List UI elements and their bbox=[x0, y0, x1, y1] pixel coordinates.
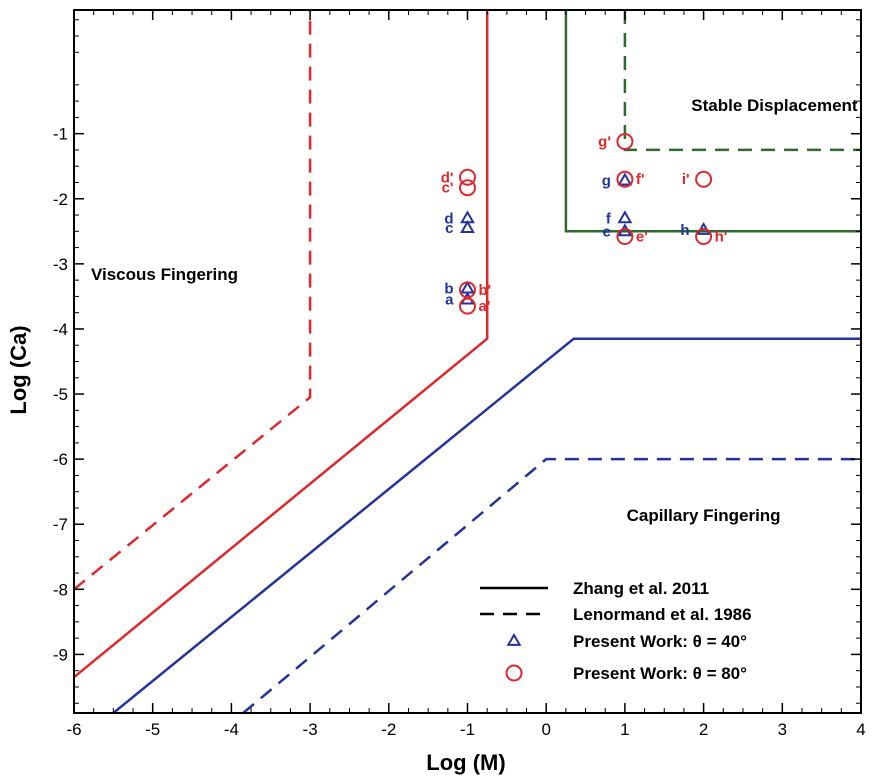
boundary-zhang-viscous bbox=[74, 10, 489, 679]
point-gp bbox=[616, 132, 634, 150]
point-ap bbox=[459, 297, 476, 315]
point-fp bbox=[616, 170, 634, 188]
boundary-lenormand-stable bbox=[623, 10, 861, 152]
x-tick-label: -5 bbox=[145, 720, 160, 739]
y-tick-label: -5 bbox=[53, 385, 68, 404]
point-label-a: a bbox=[445, 292, 454, 309]
point-label-fp: f' bbox=[636, 171, 645, 188]
point-c bbox=[460, 220, 475, 233]
x-tick-label: 2 bbox=[699, 720, 708, 739]
point-d bbox=[460, 210, 475, 224]
region-label-capillary-fingering: Capillary Fingering bbox=[627, 506, 781, 525]
point-bp bbox=[459, 281, 476, 299]
point-label-cp: c' bbox=[442, 180, 454, 197]
point-label-ip: i' bbox=[682, 171, 690, 188]
x-tick-label: 4 bbox=[856, 720, 865, 739]
point-cp bbox=[459, 179, 476, 197]
x-tick-label: -3 bbox=[303, 720, 318, 739]
point-label-h: h bbox=[680, 222, 689, 239]
x-tick-label: 1 bbox=[620, 720, 629, 739]
legend-label-1: Zhang et al. 2011 bbox=[573, 579, 709, 598]
y-axis-title: Log (Ca) bbox=[6, 325, 31, 414]
point-label-hp: h' bbox=[715, 229, 728, 246]
axis-ticks: -6 -5 -4 -3 -2 -1 0 1 2 3 4 -1 -2 -3 -4 -5 -6 -7 -8 -9 bbox=[53, 10, 866, 739]
x-tick-label: -6 bbox=[66, 720, 81, 739]
point-ep bbox=[616, 228, 634, 246]
point-ip bbox=[695, 170, 713, 188]
point-label-e: e bbox=[603, 223, 611, 240]
y-tick-label: -7 bbox=[53, 515, 68, 534]
legend-label-4: Present Work: θ = 80° bbox=[573, 664, 747, 683]
point-hp bbox=[695, 228, 713, 246]
point-label-dp: d' bbox=[441, 169, 454, 186]
x-tick-label: 3 bbox=[778, 720, 787, 739]
y-tick-label: -4 bbox=[53, 320, 68, 339]
region-label-stable-displacement: Stable Displacement bbox=[691, 96, 858, 115]
point-g bbox=[617, 172, 633, 186]
legend: Zhang et al. 2011 Lenormand et al. 1986 Pr… bbox=[480, 579, 752, 683]
boundary-zhang-stable bbox=[564, 10, 861, 233]
point-label-d: d bbox=[444, 210, 453, 227]
point-label-gp: g' bbox=[598, 133, 611, 150]
point-label-bp: b' bbox=[479, 282, 492, 299]
boundary-lenormand-viscous bbox=[74, 10, 312, 591]
legend-swatch-circle bbox=[505, 664, 523, 682]
point-label-c: c bbox=[445, 220, 453, 237]
y-tick-label: -9 bbox=[53, 645, 68, 664]
y-tick-label: -6 bbox=[53, 450, 68, 469]
legend-swatch-triangle bbox=[506, 632, 522, 646]
x-axis-title: Log (M) bbox=[426, 750, 505, 775]
point-label-ep: e' bbox=[636, 229, 648, 246]
y-tick-label: -2 bbox=[53, 190, 68, 209]
point-label-ap: a' bbox=[479, 298, 491, 315]
x-tick-label: -1 bbox=[460, 720, 475, 739]
y-tick-label: -3 bbox=[53, 255, 68, 274]
x-tick-label: -4 bbox=[224, 720, 239, 739]
y-tick-label: -8 bbox=[53, 580, 68, 599]
region-label-viscous-fingering: Viscous Fingering bbox=[91, 265, 238, 284]
data-points: ab cd ef g h a'b' c'd' e' f' g' h' i' bbox=[441, 132, 728, 315]
point-label-f: f bbox=[606, 210, 612, 227]
x-tick-label: 0 bbox=[541, 720, 550, 739]
point-b bbox=[460, 280, 475, 294]
point-label-g: g bbox=[602, 173, 611, 190]
x-tick-label: -2 bbox=[381, 720, 396, 739]
y-tick-label: -1 bbox=[53, 125, 68, 144]
legend-label-3: Present Work: θ = 40° bbox=[573, 632, 747, 651]
boundary-lenormand-capillary bbox=[242, 457, 861, 713]
region-labels: Stable Displacement Viscous Fingering Capi… bbox=[91, 96, 858, 525]
boundary-zhang-capillary bbox=[112, 337, 861, 713]
legend-label-2: Lenormand et al. 1986 bbox=[573, 605, 752, 624]
point-dp bbox=[459, 168, 476, 186]
point-f bbox=[617, 210, 633, 224]
point-label-b: b bbox=[444, 281, 453, 298]
